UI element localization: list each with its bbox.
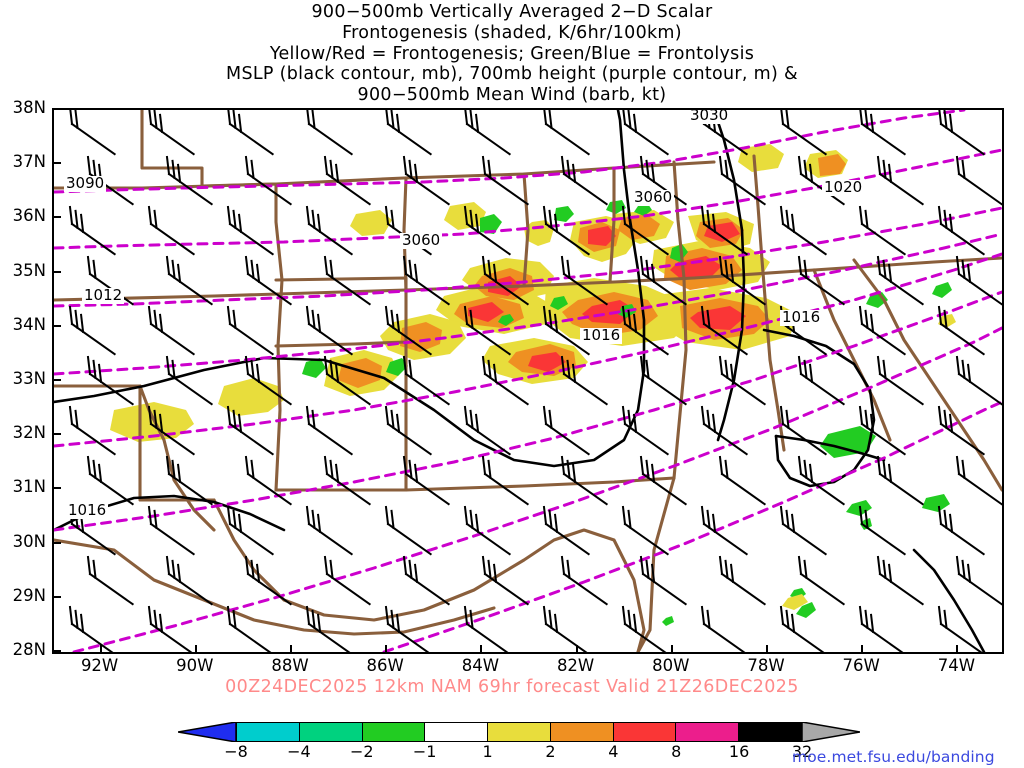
x-tick-88W: 88W bbox=[271, 656, 309, 675]
x-tick-mark bbox=[575, 645, 578, 654]
y-tick-34N: 34N bbox=[12, 314, 46, 334]
map-plot-area: 1012 1016 1016 1016 1020 3090 3060 3060 3030 bbox=[52, 108, 1004, 654]
wind-barb-layer bbox=[68, 110, 1002, 652]
svg-text:1016: 1016 bbox=[68, 501, 106, 519]
colorbar-cell-4 bbox=[488, 722, 551, 742]
chart-title-block: 900−500mb Vertically Averaged 2−D Scalar… bbox=[0, 2, 1024, 106]
title-line-5: 900−500mb Mean Wind (barb, kt) bbox=[357, 85, 667, 106]
svg-text:1020: 1020 bbox=[824, 178, 862, 196]
x-tick-mark bbox=[290, 645, 292, 654]
site-url-label: moe.met.fsu.edu/banding bbox=[792, 748, 995, 766]
colorbar-tick-8: 16 bbox=[728, 742, 750, 761]
colorbar-under-arrow bbox=[178, 722, 236, 742]
colorbar-cell-7 bbox=[676, 722, 740, 742]
y-tick-32N: 32N bbox=[12, 423, 46, 443]
x-tick-84W: 84W bbox=[461, 656, 500, 675]
mslp-contour-layer bbox=[54, 110, 986, 652]
svg-text:3060: 3060 bbox=[634, 188, 672, 206]
svg-text:3030: 3030 bbox=[690, 110, 728, 124]
x-tick-mark bbox=[766, 645, 768, 654]
colorbar-cell-2 bbox=[362, 722, 426, 742]
title-line-4: MSLP (black contour, mb), 700mb height (… bbox=[226, 64, 798, 85]
y-tick-mark bbox=[52, 108, 61, 110]
y-tick-mark bbox=[52, 541, 61, 544]
x-tick-mark bbox=[861, 645, 864, 654]
svg-text:3060: 3060 bbox=[402, 231, 440, 249]
x-tick-92W: 92W bbox=[80, 656, 119, 675]
x-tick-74W: 74W bbox=[937, 656, 976, 675]
y-tick-mark bbox=[52, 487, 61, 490]
colorbar-over-arrow bbox=[802, 722, 860, 742]
colorbar-tick-1: −4 bbox=[287, 742, 311, 761]
title-line-1: 900−500mb Vertically Averaged 2−D Scalar bbox=[311, 2, 713, 22]
colorbar-cell-1 bbox=[299, 722, 363, 742]
x-tick-86W: 86W bbox=[366, 656, 404, 675]
y-tick-mark bbox=[52, 433, 61, 436]
forecast-caption: 00Z24DEC2025 12km NAM 69hr forecast Vali… bbox=[225, 677, 799, 697]
y-tick-28N: 28N bbox=[12, 640, 46, 659]
x-tick-90W: 90W bbox=[176, 656, 214, 675]
svg-text:1016: 1016 bbox=[582, 326, 620, 344]
y-tick-35N: 35N bbox=[12, 260, 46, 280]
y-tick-38N: 38N bbox=[12, 98, 46, 117]
title-line-3: Yellow/Red = Frontogenesis; Green/Blue =… bbox=[269, 43, 755, 64]
colorbar-cell-6 bbox=[613, 722, 677, 742]
frontogenesis-shading-layer bbox=[110, 144, 956, 626]
colorbar-tick-2: −2 bbox=[349, 742, 374, 761]
colorbar-cells bbox=[236, 722, 803, 742]
y-tick-mark bbox=[52, 162, 61, 165]
title-line-2: Frontogenesis (shaded, K/6hr/100km) bbox=[342, 22, 682, 43]
y-tick-29N: 29N bbox=[12, 585, 46, 605]
y-tick-31N: 31N bbox=[12, 477, 46, 497]
x-tick-80W: 80W bbox=[652, 656, 690, 675]
contour-label-layer: 1012 1016 1016 1016 1020 3090 3060 3060 3030 bbox=[64, 110, 864, 519]
y-tick-mark bbox=[52, 216, 61, 219]
x-tick-mark bbox=[956, 645, 959, 654]
y-tick-30N: 30N bbox=[12, 531, 46, 551]
colorbar-tick-4: 1 bbox=[482, 742, 493, 761]
colorbar-tick-7: 8 bbox=[671, 742, 682, 761]
x-tick-mark bbox=[99, 645, 102, 654]
svg-text:3090: 3090 bbox=[66, 174, 104, 192]
y-tick-33N: 33N bbox=[12, 369, 46, 388]
colorbar-cell-8 bbox=[739, 722, 803, 742]
colorbar-tick-5: 2 bbox=[545, 742, 556, 761]
x-tick-mark bbox=[385, 645, 388, 654]
y-tick-mark bbox=[52, 650, 61, 652]
svg-text:1016: 1016 bbox=[782, 308, 820, 326]
y-tick-mark bbox=[52, 595, 61, 598]
svg-text:1012: 1012 bbox=[84, 286, 122, 304]
y-tick-mark bbox=[52, 324, 61, 327]
colorbar-tick-6: 4 bbox=[608, 742, 619, 761]
y-tick-37N: 37N bbox=[12, 152, 46, 172]
colorbar-cell-0 bbox=[236, 722, 300, 742]
x-tick-mark bbox=[194, 645, 197, 654]
x-tick-76W: 76W bbox=[842, 656, 880, 675]
colorbar-cell-5 bbox=[550, 722, 614, 742]
map-canvas: 1012 1016 1016 1016 1020 3090 3060 3060 3030 bbox=[54, 110, 1002, 652]
colorbar-tick-3: −1 bbox=[412, 742, 437, 761]
y-tick-mark bbox=[52, 379, 61, 381]
x-tick-mark bbox=[670, 645, 673, 654]
x-tick-78W: 78W bbox=[747, 656, 785, 675]
y-tick-36N: 36N bbox=[12, 206, 46, 226]
x-tick-mark bbox=[480, 645, 483, 654]
colorbar-tick-9: 32 bbox=[791, 742, 813, 761]
colorbar-tick-0: −8 bbox=[224, 742, 248, 761]
colorbar: −8 −4 −2 −1 1 2 4 8 16 32 bbox=[178, 722, 860, 761]
y-tick-mark bbox=[52, 270, 61, 273]
colorbar-cell-3 bbox=[425, 722, 489, 742]
x-tick-82W: 82W bbox=[556, 656, 595, 675]
